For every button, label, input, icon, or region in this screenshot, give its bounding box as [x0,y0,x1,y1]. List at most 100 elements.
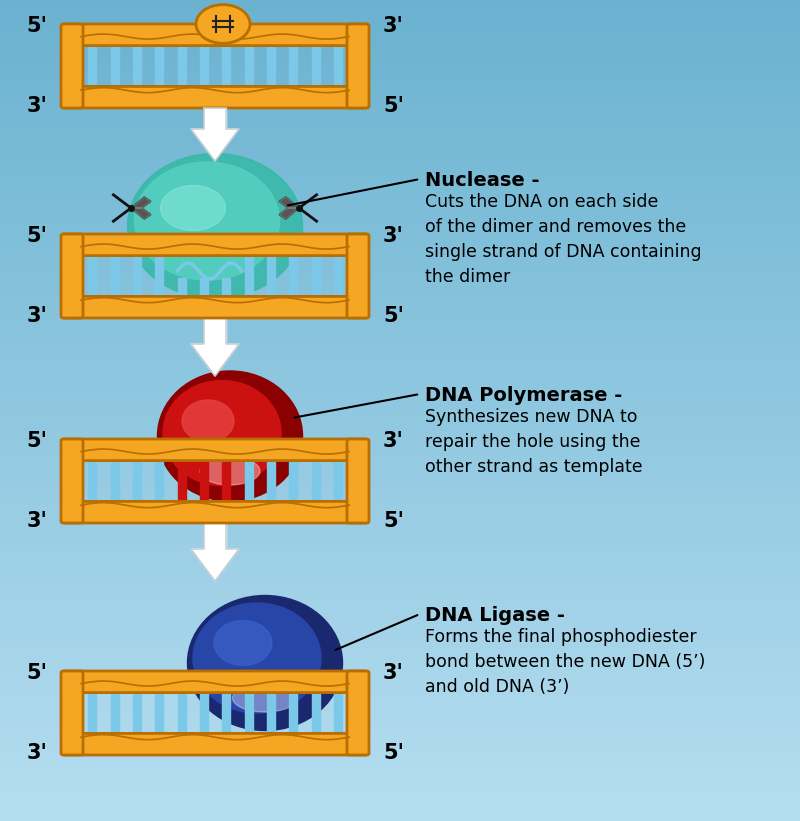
Bar [0,718,800,722]
Bar [155,459,163,503]
Bar [88,459,96,503]
Bar [0,722,800,727]
Bar [0,222,800,226]
Bar [0,419,800,423]
Bar [178,459,186,503]
Text: 3': 3' [26,306,47,326]
Polygon shape [279,208,299,219]
Bar [0,304,800,308]
Bar [311,690,319,736]
Bar [0,677,800,681]
Text: Synthesizes new DNA to
repair the hole using the
other strand as template: Synthesizes new DNA to repair the hole u… [425,408,642,476]
Bar [0,743,800,747]
FancyBboxPatch shape [61,671,83,755]
Ellipse shape [193,603,321,713]
Bar [0,493,800,497]
Text: 3': 3' [383,226,404,246]
Bar [0,464,800,468]
Bar [0,447,800,452]
Bar [0,562,800,566]
Text: 3': 3' [26,743,47,763]
Bar [0,246,800,250]
Ellipse shape [187,595,342,731]
Bar [0,640,800,644]
Bar [0,90,800,94]
Bar [0,521,800,525]
Ellipse shape [161,186,226,231]
Bar [0,123,800,127]
Bar [222,44,230,89]
Bar [0,727,800,731]
Bar [0,86,800,90]
Bar [289,459,297,503]
Bar [0,509,800,513]
Text: DNA Polymerase -: DNA Polymerase - [425,386,622,405]
Bar [0,788,800,792]
Bar [0,189,800,193]
FancyBboxPatch shape [63,502,367,523]
Bar [0,94,800,99]
Bar [0,784,800,788]
Bar [0,796,800,800]
Bar [0,665,800,669]
Bar [0,337,800,341]
Bar [133,254,141,298]
FancyBboxPatch shape [61,24,83,108]
Bar [0,591,800,595]
Bar [0,144,800,148]
Bar [245,690,253,736]
Bar [267,44,275,89]
Polygon shape [131,197,151,208]
Bar [0,74,800,78]
Bar [0,369,800,374]
Bar [0,406,800,410]
Bar [0,103,800,107]
Bar [334,254,342,298]
Bar [0,357,800,361]
Bar [0,25,800,29]
Bar [0,115,800,119]
Bar [334,44,342,89]
Text: 3': 3' [26,511,47,531]
Bar [178,44,186,89]
Bar [0,686,800,690]
Bar [0,739,800,743]
Text: 5': 5' [26,16,47,36]
Bar [155,254,163,298]
Bar [0,698,800,702]
Bar [0,177,800,181]
Text: Cuts the DNA on each side
of the dimer and removes the
single strand of DNA cont: Cuts the DNA on each side of the dimer a… [425,193,702,286]
Bar [245,254,253,298]
Bar [0,472,800,476]
Bar [0,16,800,21]
Bar [334,690,342,736]
Bar [0,361,800,365]
Ellipse shape [214,621,272,666]
Ellipse shape [233,684,298,712]
Bar [0,813,800,817]
Bar [0,131,800,135]
Bar [0,501,800,505]
Bar [0,571,800,575]
Bar [0,751,800,755]
FancyBboxPatch shape [63,296,367,318]
Bar [0,386,800,390]
Bar [0,234,800,238]
Bar [0,172,800,177]
Bar [0,62,800,66]
Bar [0,649,800,653]
Bar [0,99,800,103]
Bar [0,694,800,698]
Bar [0,250,800,255]
Bar [204,523,226,549]
Text: 5': 5' [383,306,404,326]
Bar [0,181,800,185]
Polygon shape [279,208,299,219]
Bar [0,542,800,546]
Polygon shape [131,208,151,219]
Bar [0,152,800,156]
Bar [0,213,800,218]
Bar [0,365,800,369]
Bar [0,480,800,484]
Bar [0,341,800,345]
